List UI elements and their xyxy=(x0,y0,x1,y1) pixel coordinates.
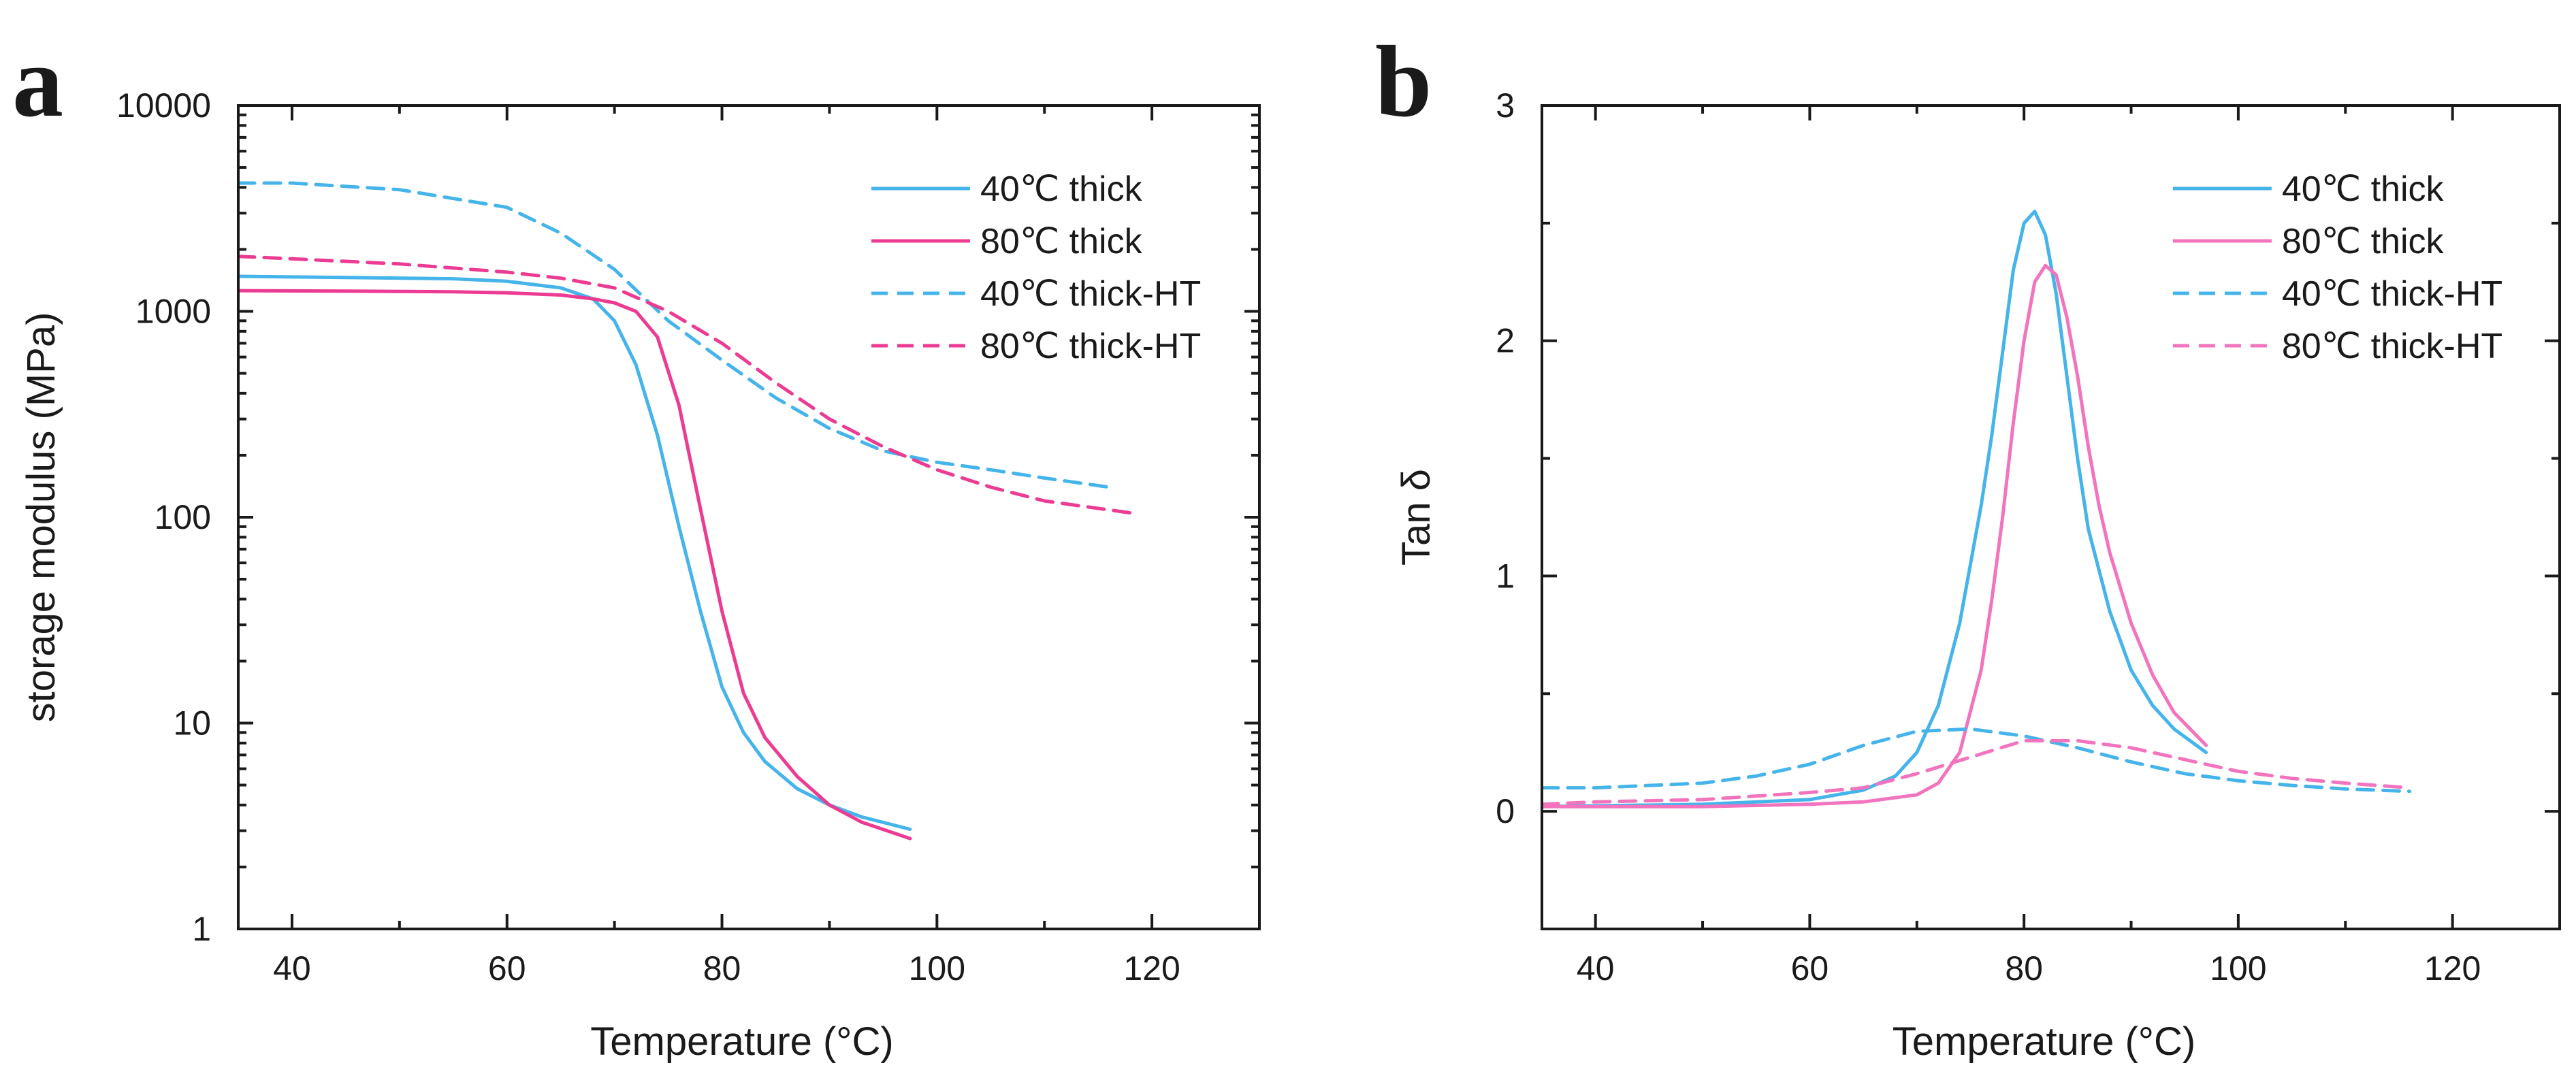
legend-label: 80℃ thick-HT xyxy=(2282,327,2502,366)
legend-label: 40℃ thick xyxy=(980,169,1143,209)
panel-a-modulus-chart: a40 60 80 100 120110100100010000Temperature … xyxy=(12,25,1261,1064)
x-tick-label: 60 xyxy=(488,949,526,987)
x-tick-label: 120 xyxy=(1123,949,1180,987)
series-group xyxy=(238,181,1132,840)
x-axis-title: Temperature (°C) xyxy=(1893,1019,2195,1064)
y-axis-title: storage modulus (MPa) xyxy=(19,312,63,723)
series-line-2 xyxy=(1542,727,2412,794)
legend-label: 40℃ thick xyxy=(2282,169,2445,209)
series-group xyxy=(1542,210,2412,808)
y-tick-label: 3 xyxy=(1496,86,1515,125)
series-line-2 xyxy=(238,181,1111,489)
y-tick-label: 1000 xyxy=(135,293,211,331)
x-tick-label: 120 xyxy=(2424,949,2481,987)
series-line-0 xyxy=(238,274,912,831)
series-line-3 xyxy=(238,255,1132,515)
legend-label: 40℃ thick-HT xyxy=(2282,274,2502,314)
x-tick-label: 80 xyxy=(703,949,741,987)
series-line-1 xyxy=(238,289,912,840)
panel-b-tan-delta-chart: b 40 60 80 100 120 0 1 2 3 Temperature (°C) Tan δ 40… xyxy=(1375,25,2561,1064)
y-tick-label: 1 xyxy=(1496,557,1515,595)
legend-label: 40℃ thick-HT xyxy=(980,274,1201,314)
panel-letter: b xyxy=(1375,25,1432,138)
y-tick-label: 100 xyxy=(155,498,211,536)
series-line-0 xyxy=(1542,210,2208,808)
y-tick-label: 2 xyxy=(1496,322,1515,360)
x-tick-label: 40 xyxy=(273,949,311,987)
legend-label: 80℃ thick xyxy=(2282,222,2445,261)
series-line-3 xyxy=(1542,738,2412,806)
legend-label: 80℃ thick-HT xyxy=(980,327,1201,366)
y-axis-title: Tan δ xyxy=(1394,469,1438,566)
y-tick-label: 1 xyxy=(192,910,211,948)
x-tick-label: 40 xyxy=(1577,949,1615,987)
y-tick-label: 10 xyxy=(173,704,211,742)
panel-letter: a xyxy=(12,25,63,138)
x-tick-label: 80 xyxy=(2005,949,2043,987)
x-axis-title: Temperature (°C) xyxy=(590,1019,893,1064)
y-tick-label: 10000 xyxy=(116,86,211,125)
series-line-1 xyxy=(1542,263,2208,808)
plot-frame xyxy=(1541,104,2561,930)
x-tick-label: 100 xyxy=(2210,949,2266,987)
x-tick-label: 100 xyxy=(909,949,965,987)
legend-label: 80℃ thick xyxy=(980,222,1143,261)
x-tick-label: 60 xyxy=(1791,949,1829,987)
y-tick-label: 0 xyxy=(1496,792,1515,830)
